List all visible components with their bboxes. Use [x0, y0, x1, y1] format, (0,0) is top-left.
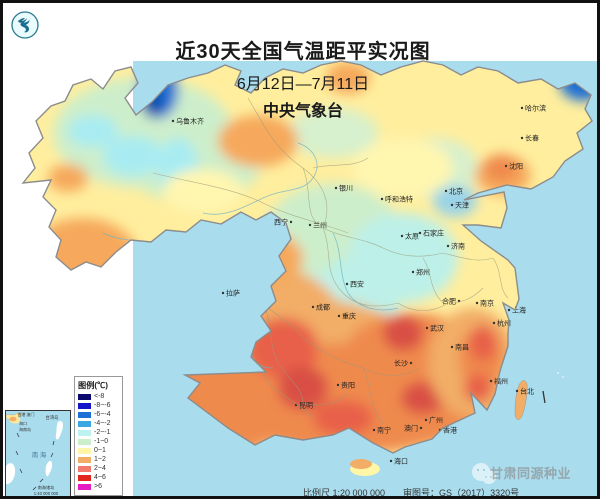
- svg-text:海口: 海口: [394, 457, 408, 466]
- svg-text:天津: 天津: [455, 202, 469, 210]
- svg-text:银川: 银川: [339, 184, 353, 193]
- svg-text:南宁: 南宁: [377, 426, 391, 435]
- svg-text:昆明: 昆明: [299, 402, 313, 410]
- svg-text:长沙: 长沙: [394, 359, 408, 368]
- svg-text:西安: 西安: [350, 280, 364, 289]
- svg-text:广州: 广州: [429, 416, 443, 425]
- svg-text:沈阳: 沈阳: [509, 162, 523, 171]
- svg-text:海口: 海口: [19, 420, 27, 426]
- svg-text:太原: 太原: [405, 232, 419, 241]
- svg-text:呼和浩特: 呼和浩特: [385, 195, 413, 204]
- svg-text:香港 澳门: 香港 澳门: [17, 411, 34, 417]
- svg-text:石家庄: 石家庄: [423, 229, 444, 238]
- svg-text:南海诸岛: 南海诸岛: [38, 484, 55, 491]
- svg-text:澳门: 澳门: [404, 424, 418, 433]
- svg-text:南 海: 南 海: [32, 450, 47, 459]
- svg-text:武汉: 武汉: [430, 324, 444, 333]
- svg-text:济南: 济南: [451, 242, 465, 251]
- svg-text:拉萨: 拉萨: [226, 289, 240, 298]
- svg-text:成都: 成都: [316, 303, 330, 312]
- svg-text:台湾岛: 台湾岛: [46, 414, 59, 421]
- svg-text:北京: 北京: [449, 187, 463, 196]
- svg-text:1:40 000 000: 1:40 000 000: [34, 491, 59, 496]
- svg-text:贵阳: 贵阳: [341, 381, 355, 390]
- svg-text:长春: 长春: [525, 134, 539, 143]
- svg-text:南京: 南京: [480, 299, 494, 308]
- svg-text:重庆: 重庆: [342, 312, 356, 321]
- svg-text:南昌: 南昌: [455, 343, 469, 352]
- svg-text:郑州: 郑州: [416, 269, 430, 277]
- svg-text:台北: 台北: [520, 387, 534, 396]
- svg-text:合肥: 合肥: [442, 297, 456, 306]
- svg-text:福州: 福州: [494, 377, 508, 386]
- svg-text:海南岛: 海南岛: [19, 426, 31, 432]
